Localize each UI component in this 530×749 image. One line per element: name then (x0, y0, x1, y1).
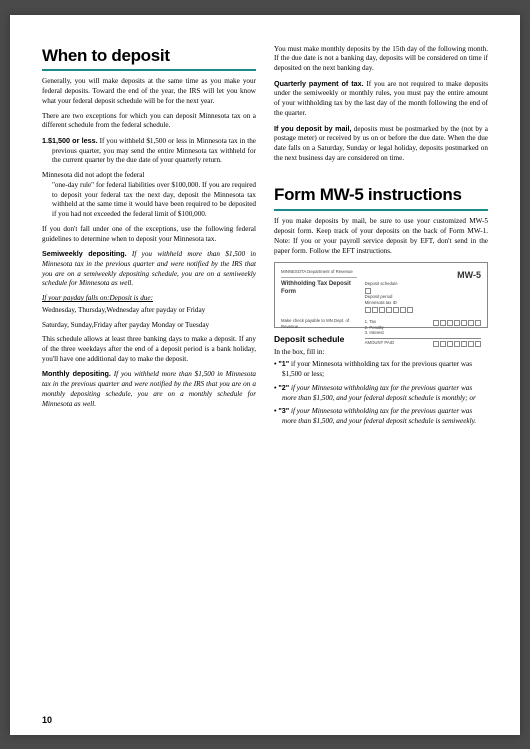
semiweekly: Semiweekly depositing. If you withheld m… (42, 249, 256, 289)
form-code: MW-5 (365, 269, 481, 281)
monthly: Monthly depositing. If you withheld more… (42, 369, 256, 409)
right-column: You must make monthly deposits by the 15… (274, 45, 488, 705)
label: Deposit schedule (365, 281, 398, 286)
list-item: "1" if your Minnesota withholding tax fo… (282, 359, 488, 379)
exception-2: Minnesota did not adopt the federal "one… (42, 171, 256, 220)
left-column: When to deposit Generally, you will make… (42, 45, 256, 705)
form-check-note: Make check payable to MN Dept. of Revenu… (281, 318, 357, 330)
text: Minnesota did not adopt the federal (42, 171, 144, 179)
exception-1: 1.$1,500 or less. If you withheld $1,500… (42, 136, 256, 166)
heading-rule (42, 69, 256, 71)
quarterly: Quarterly payment of tax. If you are not… (274, 79, 488, 119)
page-number: 10 (42, 715, 52, 725)
spacer (274, 168, 488, 184)
form-right: MW-5 Deposit schedule Deposit period Min… (365, 269, 481, 321)
heading-when-to-deposit: When to deposit (42, 45, 256, 68)
payday-row: Saturday, Sunday,Friday after payday Mon… (42, 321, 256, 331)
list-item: "2" if your Minnesota withholding tax fo… (282, 383, 488, 403)
schedule-list: "1" if your Minnesota withholding tax fo… (274, 359, 488, 426)
para: You must make monthly deposits by the 15… (274, 45, 488, 74)
label: 1. Tax (365, 319, 376, 324)
heading-mw5: Form MW-5 instructions (274, 184, 488, 207)
heading-rule (274, 209, 488, 211)
para: If you don't fall under one of the excep… (42, 225, 256, 244)
payday-row: Wednesday, Thursday,Wednesday after payd… (42, 306, 256, 316)
label: Deposit period (365, 294, 393, 299)
n: "1" (278, 359, 289, 368)
lead: Quarterly payment of tax. (274, 79, 364, 88)
column-container: When to deposit Generally, you will make… (42, 45, 488, 705)
t: if your Minnesota withholding tax for th… (282, 360, 472, 378)
form-title: Withholding Tax Deposit Form (281, 280, 357, 296)
t: if your Minnesota withholding tax for th… (282, 407, 476, 425)
label: Minnesota tax ID (365, 300, 397, 305)
para: This schedule allows at least three bank… (42, 335, 256, 364)
form-left: MINNESOTA Department of Revenue Withhold… (281, 269, 357, 321)
para: Generally, you will make deposits at the… (42, 77, 256, 106)
lead: Semiweekly depositing. (42, 249, 127, 258)
payday-header: If your payday falls on:Deposit is due: (42, 294, 256, 304)
label: 2. Penalty (365, 325, 384, 330)
mail: If you deposit by mail, deposits must be… (274, 124, 488, 164)
para: If you make deposits by mail, be sure to… (274, 217, 488, 256)
t: if your Minnesota withholding tax for th… (282, 384, 476, 402)
n: "2" (278, 383, 289, 392)
lead: Monthly depositing. (42, 369, 111, 378)
intro: In the box, fill in: (274, 348, 488, 358)
page-sheet: When to deposit Generally, you will make… (10, 15, 520, 735)
n: "3" (278, 406, 289, 415)
list-item: "3" if your Minnesota withholding tax fo… (282, 406, 488, 426)
para: There are two exceptions for which you c… (42, 112, 256, 131)
label: AMOUNT PAID (365, 340, 394, 345)
form-dept: MINNESOTA Department of Revenue (281, 269, 357, 278)
lead: 1.$1,500 or less. (42, 136, 98, 145)
label: 3. Interest (365, 330, 384, 335)
form-mw5-thumbnail: MINNESOTA Department of Revenue Withhold… (274, 262, 488, 328)
text: "one-day rule" for federal liabilities o… (52, 181, 256, 218)
lead: If you deposit by mail, (274, 124, 352, 133)
